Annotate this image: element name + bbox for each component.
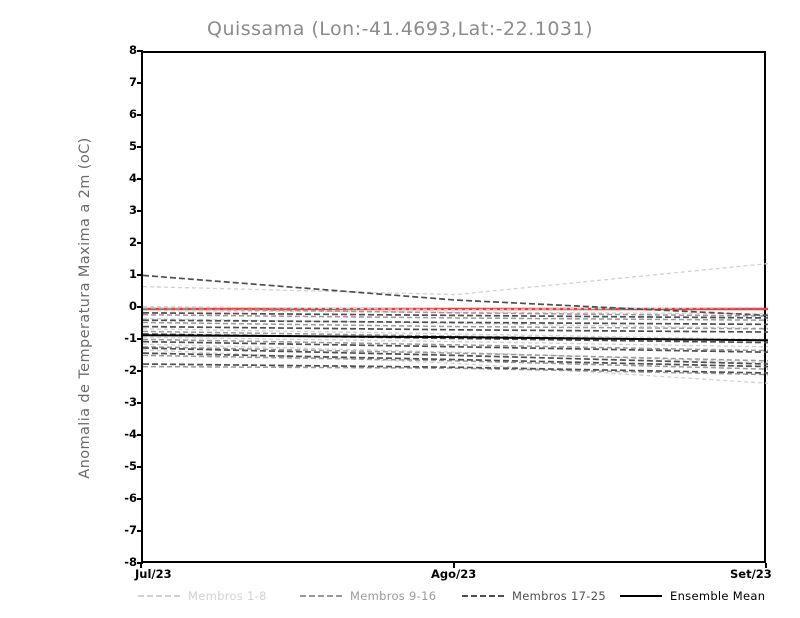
x-axis-tick-label: Set/23 <box>730 567 772 581</box>
y-axis-tick-mark <box>137 370 143 372</box>
x-axis-tick-label: Ago/23 <box>431 567 477 581</box>
series-line-membros_9_16 <box>143 354 768 370</box>
series-line-membros_1_8 <box>143 309 768 315</box>
y-axis-tick-label: -2 <box>124 363 137 377</box>
y-axis-tick-mark <box>137 306 143 308</box>
y-axis-tick-mark <box>137 50 143 52</box>
y-axis-tick-label: 5 <box>128 139 137 153</box>
legend-label: Ensemble Mean <box>670 589 766 603</box>
y-axis-tick-mark <box>137 146 143 148</box>
y-axis-tick-mark <box>137 242 143 244</box>
series-line-membros_9_16 <box>143 338 768 352</box>
x-axis-tick-label: Jul/23 <box>135 567 172 581</box>
series-line-membros_17_25 <box>143 325 768 333</box>
x-axis-tick-mark <box>452 563 455 568</box>
legend-swatch-icon <box>300 595 342 597</box>
y-axis-tick-label: 6 <box>128 107 137 121</box>
y-axis-tick-label: 1 <box>128 267 137 281</box>
y-axis-tick-label: -8 <box>124 555 137 569</box>
y-axis-tick-mark <box>137 338 143 340</box>
series-lines <box>143 262 768 384</box>
series-line-membros_17_25 <box>143 347 768 365</box>
y-axis-tick-label: -5 <box>124 459 137 473</box>
y-axis-tick-mark <box>137 114 143 116</box>
y-axis-tick-label: -1 <box>124 331 137 345</box>
y-axis-tick-labels: 8 7 6 5 4 3 2 1 0 -1 -2 -3 -4 -5 -6 -7 -8 <box>105 0 137 618</box>
series-line-membros_9_16 <box>143 346 768 362</box>
series-line-membros_9_16 <box>143 365 768 376</box>
chart-legend: Membros 1-8 Membros 9-16 Membros 17-25 Ense… <box>0 586 800 608</box>
series-line-membros_1_8 <box>143 343 768 364</box>
y-axis-tick-label: 8 <box>128 43 137 57</box>
y-axis-tick-label: 2 <box>128 235 137 249</box>
y-axis-tick-label: 0 <box>128 299 137 313</box>
series-line-membros_17_25 <box>143 274 768 317</box>
y-axis-tick-mark <box>137 498 143 500</box>
legend-swatch-icon <box>138 595 180 597</box>
legend-swatch-icon <box>620 594 662 598</box>
plot-area <box>141 51 768 563</box>
y-axis-tick-mark <box>137 178 143 180</box>
series-line-membros_1_8 <box>143 349 768 384</box>
y-axis-tick-mark <box>137 466 143 468</box>
series-line-membros_1_8 <box>143 328 768 341</box>
y-axis-tick-mark <box>137 210 143 212</box>
y-axis-tick-mark <box>137 530 143 532</box>
series-line-membros_17_25 <box>143 363 768 374</box>
series-line-membros_17_25 <box>143 352 768 368</box>
y-axis-tick-label: -4 <box>124 427 137 441</box>
y-axis-tick-label: -7 <box>124 523 137 537</box>
legend-label: Membros 9-16 <box>350 589 437 603</box>
series-line-membros_1_8 <box>143 317 768 329</box>
legend-item[interactable]: Membros 1-8 <box>138 586 267 606</box>
series-line-membros_9_16 <box>143 314 768 321</box>
y-axis-tick-label: 4 <box>128 171 137 185</box>
y-axis-tick-label: -6 <box>124 491 137 505</box>
y-axis-tick-mark <box>137 82 143 84</box>
series-line-ensemble-mean <box>143 334 768 342</box>
y-axis-tick-label: 7 <box>128 75 137 89</box>
legend-label: Membros 17-25 <box>512 589 606 603</box>
y-axis-label: Anomalia de Temperatura Maxima a 2m (oC) <box>77 137 93 479</box>
chart-title: Quissama (Lon:-41.4693,Lat:-22.1031) <box>206 18 594 40</box>
x-axis-tick-mark <box>140 563 142 568</box>
y-axis-tick-label: 3 <box>128 203 137 217</box>
legend-item[interactable]: Ensemble Mean <box>620 586 765 606</box>
series-line-membros_17_25 <box>143 319 768 326</box>
legend-swatch-icon <box>462 595 504 597</box>
series-line-membros_1_8 <box>143 336 768 348</box>
y-axis-tick-mark <box>137 434 143 436</box>
series-line-membros_9_16 <box>143 307 768 317</box>
y-axis-tick-mark <box>137 274 143 276</box>
legend-item[interactable]: Membros 9-16 <box>300 586 436 606</box>
legend-item[interactable]: Membros 17-25 <box>462 586 606 606</box>
series-line-membros_1_8 <box>143 305 768 311</box>
y-axis-tick-label: -3 <box>124 395 137 409</box>
series-line-membros_9_16 <box>143 321 768 330</box>
legend-label: Membros 1-8 <box>188 589 267 603</box>
series-line-membros_17_25 <box>143 340 768 354</box>
x-axis-tick-mark <box>765 563 767 568</box>
series-line-membros_17_25 <box>143 311 768 319</box>
y-axis-tick-mark <box>137 402 143 404</box>
series-line-membros_1_8 <box>143 262 768 296</box>
